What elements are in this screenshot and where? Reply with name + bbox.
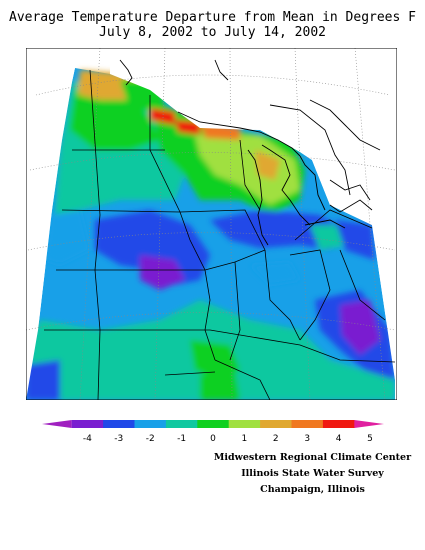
legend-tick-label: 5 <box>367 434 373 444</box>
legend-bin <box>71 420 104 428</box>
state-boundaries <box>44 69 396 400</box>
great-lakes <box>119 59 381 246</box>
legend-tick-label: -3 <box>114 434 123 444</box>
legend-tick-label: 2 <box>273 434 279 444</box>
legend-tick-label: 1 <box>242 434 248 444</box>
legend-tick-label: -1 <box>177 434 186 444</box>
legend-bin <box>134 420 167 428</box>
legend-tick-label: -2 <box>146 434 155 444</box>
legend-bin <box>228 420 261 428</box>
legend-tick-label: 0 <box>210 434 216 444</box>
legend-tick-label: 3 <box>304 434 310 444</box>
credit-line3: Champaign, Illinois <box>260 484 365 495</box>
legend-arrow-high <box>354 420 384 428</box>
legend-tick-label: -4 <box>83 434 92 444</box>
legend-bin <box>103 420 135 428</box>
temperature-field <box>26 68 395 400</box>
credit-line1: Midwestern Regional Climate Center <box>213 452 412 463</box>
legend-bin <box>291 420 324 428</box>
graticule <box>26 48 396 400</box>
legend-tick-label: 4 <box>336 434 342 444</box>
credit-line2: Illinois State Water Survey <box>241 468 384 479</box>
legend-bin <box>165 420 198 428</box>
legend-bin <box>197 420 230 428</box>
legend-bin <box>260 420 292 428</box>
map-title-line1: Average Temperature Departure from Mean … <box>9 10 416 25</box>
legend-bin <box>322 420 355 428</box>
legend-arrow-low <box>42 420 72 428</box>
map-title-line2: July 8, 2002 to July 14, 2002 <box>99 25 326 40</box>
color-legend: -4 -3 -2 -1 0 1 2 3 4 5 <box>42 420 384 444</box>
